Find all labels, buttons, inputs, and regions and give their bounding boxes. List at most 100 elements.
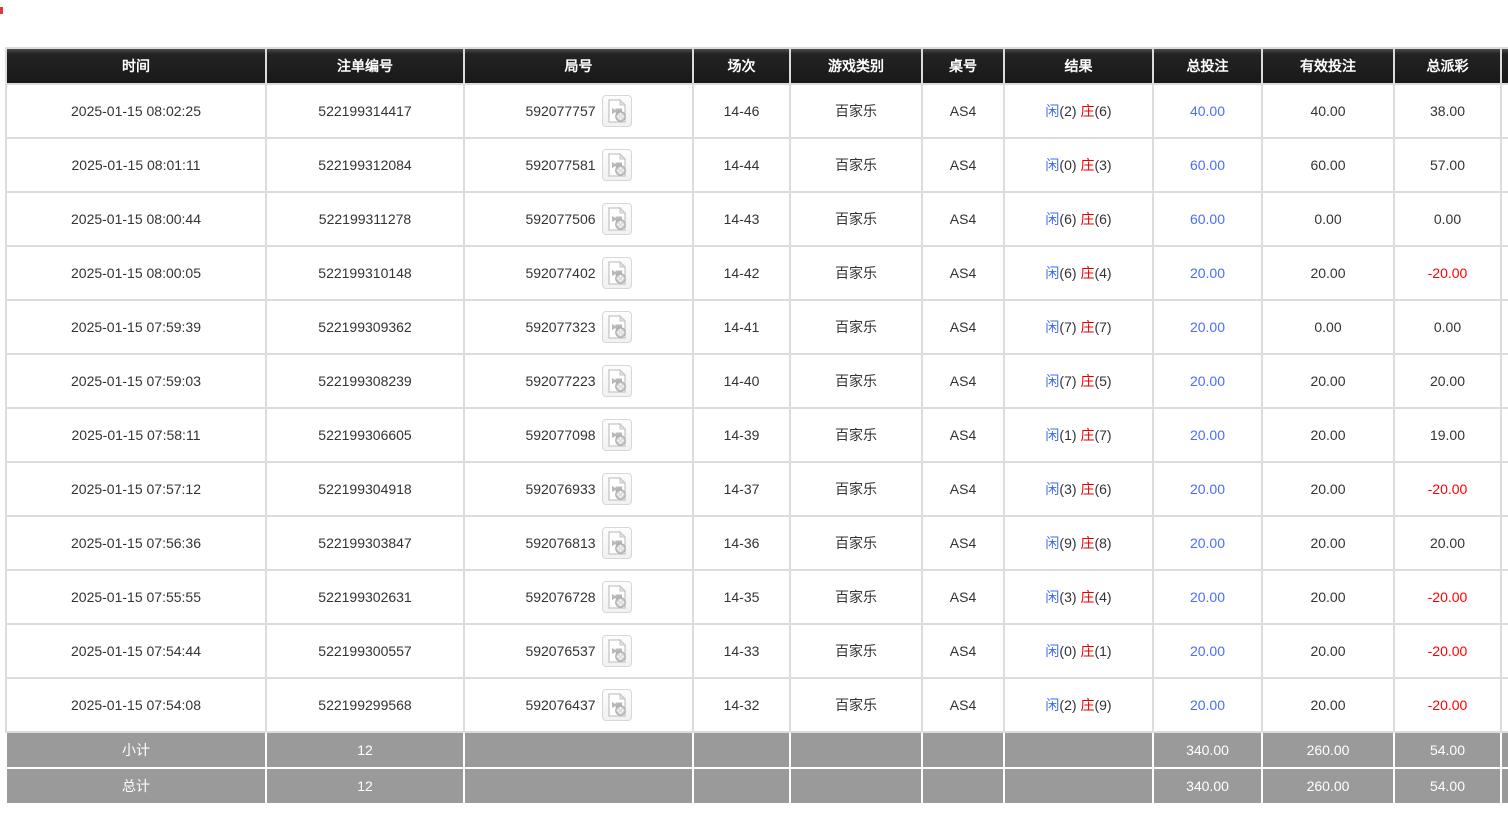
cell-table-number: AS4: [921, 245, 1005, 301]
cell-overflow: [1500, 407, 1508, 463]
table-row: 2025-01-15 07:59:39 522199309362 592077323…: [5, 299, 1508, 355]
video-replay-button[interactable]: [601, 257, 632, 289]
cell-total-bet: 20.00: [1152, 245, 1263, 301]
cell-total-payout: 0.00: [1393, 191, 1502, 247]
video-replay-icon: [607, 369, 626, 393]
banker-result-score: (1): [1094, 643, 1112, 659]
video-replay-button[interactable]: [601, 311, 632, 343]
grand-total-total-bet: 340.00: [1152, 767, 1263, 805]
col-header-bet-number: 注单编号: [265, 47, 465, 85]
player-result-label: 闲: [1045, 103, 1060, 119]
cell-total-bet: 20.00: [1152, 677, 1263, 733]
cell-session: 14-32: [692, 677, 791, 733]
video-replay-button[interactable]: [601, 581, 632, 613]
player-result-label: 闲: [1045, 589, 1060, 605]
round-number: 592077098: [525, 427, 596, 443]
cell-total-payout: 19.00: [1393, 407, 1502, 463]
video-replay-button[interactable]: [601, 473, 632, 505]
video-replay-button[interactable]: [601, 149, 632, 181]
round-cell-inner: 592076933: [525, 473, 632, 505]
video-replay-icon: [607, 531, 626, 555]
banker-result-score: (4): [1094, 265, 1112, 281]
cell-round-number: 592077581: [463, 137, 694, 193]
cell-total-payout: 38.00: [1393, 83, 1502, 139]
cell-bet-number: 522199308239: [265, 353, 465, 409]
cell-bet-number: 522199311278: [265, 191, 465, 247]
col-header-game-type: 游戏类别: [789, 47, 923, 85]
cell-round-number: 592076537: [463, 623, 694, 679]
player-result-score: (0): [1059, 643, 1077, 659]
cell-time: 2025-01-15 08:01:11: [5, 137, 267, 193]
cell-round-number: 592076437: [463, 677, 694, 733]
video-replay-button[interactable]: [601, 95, 632, 127]
video-replay-button[interactable]: [601, 419, 632, 451]
red-pixel-artifact: [0, 7, 3, 14]
cell-bet-number: 522199306605: [265, 407, 465, 463]
grand-total-row: 总计 12 340.00 260.00 54.00: [5, 767, 1508, 805]
video-replay-button[interactable]: [601, 203, 632, 235]
cell-bet-number: 522199299568: [265, 677, 465, 733]
cell-round-number: 592077323: [463, 299, 694, 355]
banker-result-label: 庄: [1080, 103, 1095, 119]
banker-result-label: 庄: [1080, 427, 1095, 443]
round-cell-inner: 592077323: [525, 311, 632, 343]
cell-round-number: 592077223: [463, 353, 694, 409]
cell-time: 2025-01-15 07:57:12: [5, 461, 267, 517]
round-number: 592076933: [525, 481, 596, 497]
video-replay-button[interactable]: [601, 689, 632, 721]
subtotal-total-bet: 340.00: [1152, 731, 1263, 769]
player-result-label: 闲: [1045, 481, 1060, 497]
grand-total-label: 总计: [5, 767, 267, 805]
table-footer: 小计 12 340.00 260.00 54.00 总计 12 340.00 2…: [5, 731, 1508, 805]
player-result-label: 闲: [1045, 643, 1060, 659]
cell-total-payout: -20.00: [1393, 677, 1502, 733]
cell-total-payout: 20.00: [1393, 353, 1502, 409]
round-cell-inner: 592077402: [525, 257, 632, 289]
video-replay-icon: [607, 693, 626, 717]
cell-total-bet: 20.00: [1152, 623, 1263, 679]
cell-overflow: [1500, 245, 1508, 301]
video-replay-button[interactable]: [601, 635, 632, 667]
video-replay-icon: [607, 315, 626, 339]
cell-session: 14-37: [692, 461, 791, 517]
bet-history-table: 时间 注单编号 局号 场次 游戏类别 桌号 结果 总投注 有效投注 总派彩 20…: [5, 47, 1508, 805]
cell-total-bet: 20.00: [1152, 569, 1263, 625]
round-number: 592076537: [525, 643, 596, 659]
table-row: 2025-01-15 08:00:05 522199310148 592077402…: [5, 245, 1508, 301]
video-replay-button[interactable]: [601, 527, 632, 559]
video-replay-button[interactable]: [601, 365, 632, 397]
cell-table-number: AS4: [921, 515, 1005, 571]
cell-valid-bet: 20.00: [1261, 623, 1395, 679]
cell-bet-number: 522199302631: [265, 569, 465, 625]
cell-total-payout: -20.00: [1393, 569, 1502, 625]
cell-total-bet: 20.00: [1152, 353, 1263, 409]
cell-game-type: 百家乐: [789, 407, 923, 463]
cell-valid-bet: 60.00: [1261, 137, 1395, 193]
cell-total-bet: 20.00: [1152, 299, 1263, 355]
col-header-time: 时间: [5, 47, 267, 85]
banker-result-score: (7): [1094, 319, 1112, 335]
player-result-score: (3): [1059, 589, 1077, 605]
banker-result-label: 庄: [1080, 373, 1095, 389]
cell-overflow: [1500, 137, 1508, 193]
cell-total-bet: 20.00: [1152, 461, 1263, 517]
cell-total-payout: -20.00: [1393, 245, 1502, 301]
table-row: 2025-01-15 08:02:25 522199314417 592077757…: [5, 83, 1508, 139]
cell-round-number: 592077402: [463, 245, 694, 301]
subtotal-label: 小计: [5, 731, 267, 769]
banker-result-score: (6): [1094, 211, 1112, 227]
cell-result: 闲(6) 庄(6): [1003, 191, 1154, 247]
cell-table-number: AS4: [921, 461, 1005, 517]
table-row: 2025-01-15 07:59:03 522199308239 592077223…: [5, 353, 1508, 409]
cell-session: 14-40: [692, 353, 791, 409]
video-replay-icon: [607, 261, 626, 285]
cell-time: 2025-01-15 08:00:44: [5, 191, 267, 247]
cell-valid-bet: 0.00: [1261, 299, 1395, 355]
bet-history-table-wrapper: 时间 注单编号 局号 场次 游戏类别 桌号 结果 总投注 有效投注 总派彩 20…: [5, 47, 1508, 805]
cell-total-payout: -20.00: [1393, 461, 1502, 517]
table-row: 2025-01-15 07:56:36 522199303847 592076813…: [5, 515, 1508, 571]
cell-total-payout: -20.00: [1393, 623, 1502, 679]
cell-result: 闲(9) 庄(8): [1003, 515, 1154, 571]
col-header-session: 场次: [692, 47, 791, 85]
cell-game-type: 百家乐: [789, 83, 923, 139]
